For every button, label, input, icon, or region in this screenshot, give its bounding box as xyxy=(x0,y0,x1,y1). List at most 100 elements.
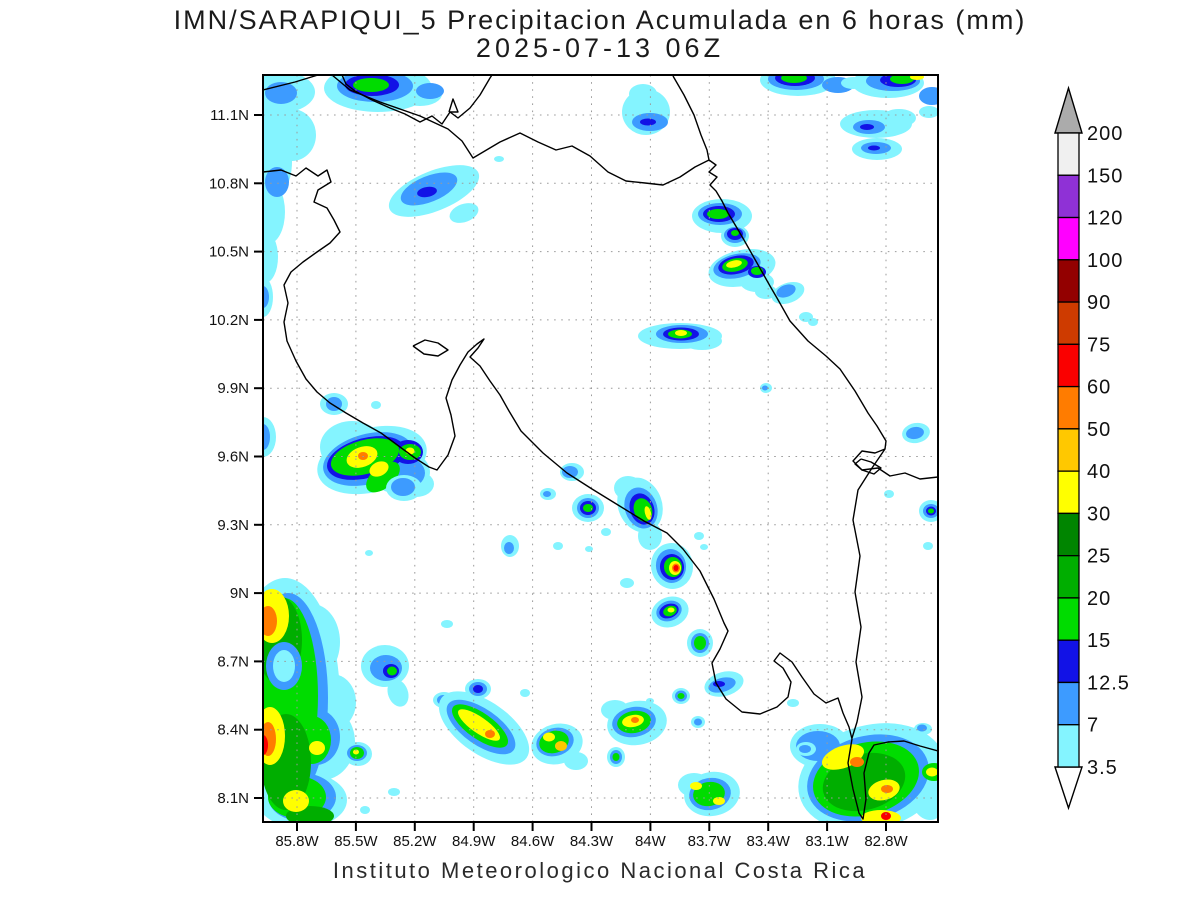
coastline-path xyxy=(854,458,882,475)
y-tick-label: 10.5N xyxy=(209,244,249,261)
precip-cell xyxy=(713,681,725,687)
x-tick-label: 84.6W xyxy=(511,833,555,850)
coastline-path xyxy=(448,98,459,113)
precip-cell xyxy=(360,806,370,814)
grid-lines xyxy=(263,75,938,822)
y-tick-label: 8.4N xyxy=(217,722,249,739)
precip-cell xyxy=(673,565,679,571)
colorbar-band xyxy=(1057,174,1080,219)
y-axis: 11.1N 10.8N 10.5N 10.2N 9.9N 9.6N 9.3N 9N 8.7N 8.… xyxy=(209,107,263,807)
precip-cell xyxy=(787,699,799,707)
x-axis: 85.8W 85.5W 85.2W 84.9W 84.6W 84.3W 84W 83.7W 83… xyxy=(275,822,909,850)
precip-cell xyxy=(707,209,729,219)
colorbar-band xyxy=(1057,301,1080,345)
precip-cell xyxy=(882,109,916,127)
precip-cell xyxy=(620,578,634,588)
precip-cell xyxy=(881,785,893,793)
y-tick-label: 9.9N xyxy=(217,380,249,397)
colorbar-level-label: 25 xyxy=(1087,546,1111,568)
page-title: IMN/SARAPIQUI_5 Precipitacion Acumulada … xyxy=(173,5,1027,35)
precip-cell xyxy=(553,542,563,550)
precip-cell xyxy=(781,75,807,83)
precip-cell xyxy=(543,491,551,497)
coastline-path xyxy=(672,75,938,480)
colorbar-band xyxy=(1057,724,1080,768)
precip-cell xyxy=(881,812,891,820)
precip-cell xyxy=(860,124,874,130)
colorbar-band xyxy=(1057,385,1080,430)
colorbar-band xyxy=(1057,343,1080,388)
precip-cell xyxy=(371,401,381,409)
precip-cell xyxy=(485,730,495,738)
precip-cell xyxy=(726,260,742,268)
coastline-path xyxy=(331,75,710,186)
precip-cell xyxy=(391,478,415,496)
precip-cell xyxy=(585,546,593,552)
coastline-path xyxy=(263,75,319,91)
precip-cell xyxy=(365,550,373,556)
precip-cell xyxy=(387,666,397,676)
y-tick-label: 10.8N xyxy=(209,175,249,192)
x-tick-label: 85.2W xyxy=(393,833,437,850)
colorbar-arrow-up xyxy=(1054,85,1083,134)
y-tick-label: 9.3N xyxy=(217,517,249,534)
precip-cell xyxy=(441,620,453,628)
colorbar-level-label: 20 xyxy=(1087,588,1111,610)
precip-cell xyxy=(776,284,796,298)
y-tick-label: 11.1N xyxy=(210,107,249,124)
precip-cell xyxy=(388,788,400,796)
colorbar-band xyxy=(1057,681,1080,726)
y-tick-label: 8.1N xyxy=(217,790,249,807)
precip-cell xyxy=(309,741,325,755)
precip-cell xyxy=(667,607,675,613)
map-frame xyxy=(262,74,939,823)
precip-cell xyxy=(629,84,657,104)
colorbar-band xyxy=(1057,216,1080,261)
precip-cell xyxy=(906,426,924,440)
colorbar-band xyxy=(1057,597,1080,641)
colorbar-level-label: 30 xyxy=(1087,503,1111,525)
colorbar-level-label: 40 xyxy=(1087,461,1111,483)
page-subtitle-date: 2025-07-13 06Z xyxy=(475,33,725,63)
x-tick-label: 84.3W xyxy=(570,833,614,850)
colorbar-level-label: 150 xyxy=(1087,165,1123,187)
colorbar-level-label: 50 xyxy=(1087,419,1111,441)
precip-cell xyxy=(861,810,901,822)
precip-cell xyxy=(731,230,739,236)
precip-cell xyxy=(926,767,938,777)
y-tick-label: 9.6N xyxy=(217,449,249,466)
colorbar-level-label: 15 xyxy=(1087,630,1111,652)
precip-cell xyxy=(494,156,504,162)
precip-cell xyxy=(638,522,662,550)
precip-cell xyxy=(449,203,479,223)
x-tick-label: 85.8W xyxy=(275,833,319,850)
colorbar-band xyxy=(1057,639,1080,684)
colorbar-arrow-down xyxy=(1054,766,1083,811)
precip-cell xyxy=(263,606,277,636)
precip-cell xyxy=(564,752,588,770)
colorbar-level-label: 12.5 xyxy=(1087,672,1130,694)
precip-cell xyxy=(504,542,514,554)
coastlines xyxy=(263,75,938,820)
precip-cell xyxy=(555,741,567,751)
colorbar-level-label: 120 xyxy=(1087,208,1123,230)
precip-cell xyxy=(677,693,685,699)
precip-cell xyxy=(601,528,611,536)
precip-cell xyxy=(890,75,914,84)
precip-cell xyxy=(640,118,656,126)
footer-attribution: Instituto Meteorologico Nacional Costa R… xyxy=(332,858,868,883)
x-tick-label: 82.8W xyxy=(864,833,908,850)
precip-cell xyxy=(694,636,706,650)
x-tick-label: 84.9W xyxy=(452,833,496,850)
precip-cell xyxy=(265,167,289,197)
precip-cell xyxy=(919,87,938,105)
precip-cell xyxy=(369,461,389,477)
colorbar-level-label: 75 xyxy=(1087,334,1111,356)
precip-cell xyxy=(562,466,578,478)
precip-cell xyxy=(473,685,483,693)
precip-cell xyxy=(583,504,593,512)
precip-cell xyxy=(612,753,620,761)
precip-cell xyxy=(263,735,268,755)
colorbar-level-label: 100 xyxy=(1087,250,1123,272)
